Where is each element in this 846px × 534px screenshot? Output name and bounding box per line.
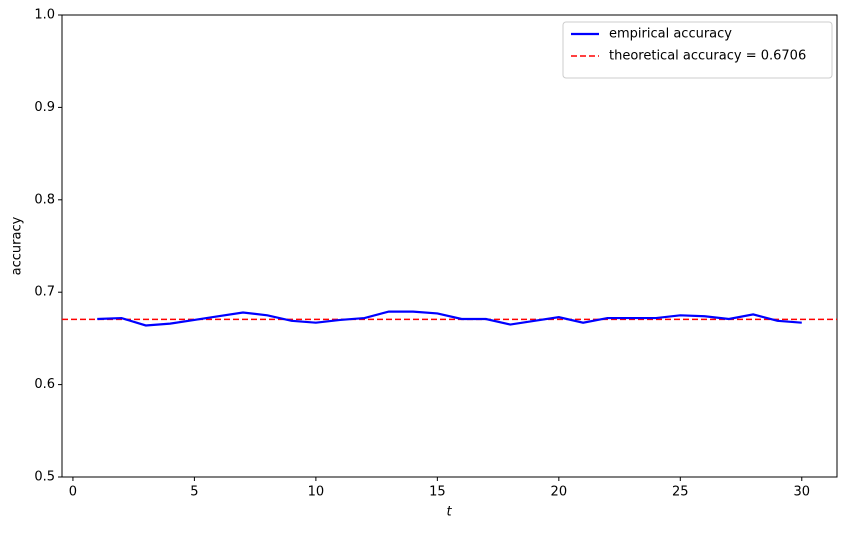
y-tick-label: 0.5 — [34, 470, 55, 485]
x-tick-label: 0 — [69, 485, 77, 500]
data-line — [97, 310, 802, 327]
legend-box — [562, 21, 833, 79]
x-tick-label: 5 — [190, 485, 198, 500]
y-tick-label: 0.9 — [34, 100, 55, 115]
legend-label: empirical accuracy — [609, 27, 732, 42]
y-tick-label: 0.8 — [34, 192, 55, 207]
y-tick-label: 0.6 — [34, 377, 55, 392]
plot-frame — [61, 14, 838, 478]
x-axis-label: t — [446, 505, 452, 520]
x-tick-label: 20 — [551, 485, 568, 500]
x-tick-label: 30 — [793, 485, 810, 500]
y-tick-label: 0.7 — [34, 285, 55, 300]
y-tick-label: 1.0 — [34, 8, 55, 23]
x-tick-label: 25 — [672, 485, 689, 500]
legend-label: theoretical accuracy = 0.6706 — [609, 49, 806, 64]
y-axis-label: accuracy — [10, 216, 25, 275]
x-tick-label: 10 — [308, 485, 325, 500]
x-tick-label: 15 — [429, 485, 446, 500]
